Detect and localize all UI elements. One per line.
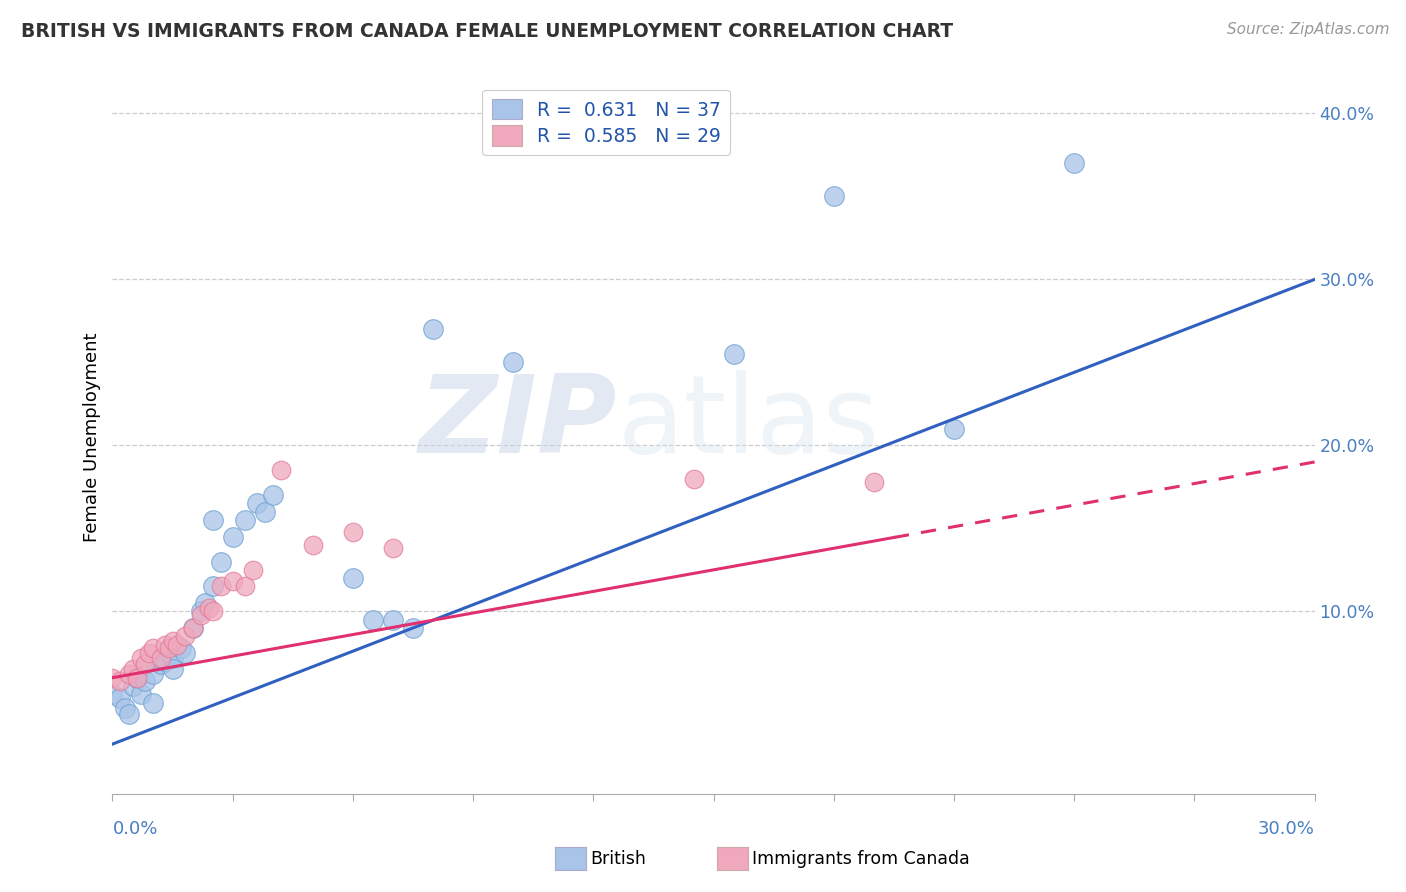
Text: Source: ZipAtlas.com: Source: ZipAtlas.com — [1226, 22, 1389, 37]
Point — [149, 657, 172, 672]
Point — [682, 472, 704, 486]
Point — [222, 574, 245, 589]
Point — [141, 667, 163, 681]
Point — [863, 475, 886, 489]
Point — [125, 671, 148, 685]
Point — [342, 571, 364, 585]
Point — [942, 422, 965, 436]
Point — [110, 690, 132, 705]
Point — [502, 355, 524, 369]
Text: 30.0%: 30.0% — [1258, 820, 1315, 838]
Legend: R =  0.631   N = 37, R =  0.585   N = 29: R = 0.631 N = 37, R = 0.585 N = 29 — [482, 90, 730, 155]
Point — [823, 189, 845, 203]
Point — [270, 463, 292, 477]
Point — [169, 640, 191, 655]
Point — [117, 667, 139, 681]
Text: British: British — [591, 850, 647, 868]
Text: atlas: atlas — [617, 370, 879, 475]
Point — [125, 671, 148, 685]
Point — [201, 604, 224, 618]
Point — [141, 696, 163, 710]
Point — [134, 673, 156, 688]
Point — [162, 650, 184, 665]
Point — [181, 621, 204, 635]
Point — [153, 654, 176, 668]
Point — [153, 638, 176, 652]
Point — [162, 634, 184, 648]
Point — [101, 671, 124, 685]
Point — [342, 524, 364, 539]
Point — [181, 621, 204, 635]
Point — [138, 646, 160, 660]
Point — [134, 657, 156, 672]
Point — [361, 613, 384, 627]
Point — [190, 607, 212, 622]
Point — [149, 650, 172, 665]
Point — [197, 601, 219, 615]
Point — [121, 679, 143, 693]
Text: Immigrants from Canada: Immigrants from Canada — [752, 850, 970, 868]
Point — [382, 613, 405, 627]
Point — [201, 579, 224, 593]
Point — [1063, 156, 1085, 170]
Point — [173, 646, 195, 660]
Point — [302, 538, 325, 552]
Point — [190, 604, 212, 618]
Point — [101, 687, 124, 701]
Point — [173, 629, 195, 643]
Text: 0.0%: 0.0% — [112, 820, 157, 838]
Point — [222, 530, 245, 544]
Point — [233, 513, 256, 527]
Point — [422, 322, 444, 336]
Text: BRITISH VS IMMIGRANTS FROM CANADA FEMALE UNEMPLOYMENT CORRELATION CHART: BRITISH VS IMMIGRANTS FROM CANADA FEMALE… — [21, 22, 953, 41]
Point — [114, 700, 136, 714]
Point — [141, 640, 163, 655]
Point — [246, 496, 269, 510]
Point — [209, 555, 232, 569]
Point — [157, 640, 180, 655]
Point — [233, 579, 256, 593]
Point — [110, 673, 132, 688]
Point — [121, 662, 143, 676]
Point — [262, 488, 284, 502]
Point — [201, 513, 224, 527]
Point — [129, 650, 152, 665]
Point — [194, 596, 217, 610]
Point — [723, 347, 745, 361]
Y-axis label: Female Unemployment: Female Unemployment — [83, 333, 101, 541]
Point — [166, 638, 188, 652]
Text: ZIP: ZIP — [419, 370, 617, 475]
Point — [162, 662, 184, 676]
Point — [129, 687, 152, 701]
Point — [382, 541, 405, 556]
Point — [242, 563, 264, 577]
Point — [402, 621, 425, 635]
Point — [253, 505, 276, 519]
Point — [209, 579, 232, 593]
Point — [117, 707, 139, 722]
